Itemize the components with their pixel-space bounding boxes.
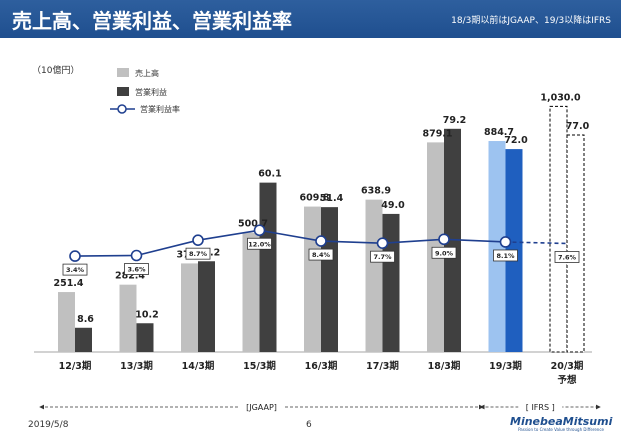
sales-value-label: 609.8 — [299, 193, 329, 204]
margin-point — [376, 237, 389, 249]
margin-point — [315, 235, 327, 247]
margin-label-box — [370, 250, 395, 263]
margin-value-label: 8.4% — [312, 251, 331, 259]
margin-line — [74, 229, 506, 257]
operating-income-bar — [136, 323, 154, 352]
operating-income-value-label: 79.2 — [443, 115, 466, 126]
operating-income-bar — [566, 134, 585, 353]
category-label: 19/3期 — [489, 360, 522, 372]
legend-swatch-operating-income — [117, 87, 129, 96]
period-label: [JGAAP] — [246, 403, 277, 412]
margin-label-box — [124, 263, 149, 275]
sales-value-label: 879.1 — [422, 128, 452, 139]
sales-bar — [58, 292, 75, 352]
operating-income-bar — [259, 182, 277, 352]
legend-label-sales: 売上高 — [135, 68, 159, 78]
company-logo-tagline: Passion to Create Value through Differen… — [518, 427, 604, 432]
operating-income-value-label: 72.0 — [504, 135, 528, 146]
margin-label-box — [554, 251, 580, 263]
sales-bar — [119, 284, 137, 352]
category-label: 15/3期 — [243, 360, 276, 372]
accounting-standard-note: 18/3期以前はJGAAP、19/3以降はIFRS — [451, 16, 611, 26]
legend-label-operating-income: 営業利益 — [135, 87, 167, 97]
period-label: [ IFRS ] — [526, 403, 555, 412]
sales-bar — [365, 199, 383, 352]
sales-value-label: 1,030.0 — [540, 92, 581, 103]
category-label: 16/3期 — [305, 360, 338, 372]
margin-point — [499, 236, 512, 248]
operating-income-bar — [321, 207, 338, 352]
period-label-bg — [518, 401, 563, 413]
company-logo-name: MinebeaMitsumi — [510, 415, 613, 428]
operating-income-value-label: 77.0 — [566, 121, 590, 132]
category-label: 14/3期 — [182, 360, 215, 372]
margin-point — [253, 224, 266, 237]
margin-point — [192, 234, 204, 246]
sales-value-label: 500.7 — [238, 219, 268, 230]
category-label: 13/3期 — [120, 360, 153, 372]
category-label: 17/3期 — [366, 360, 399, 372]
margin-label-box — [62, 263, 88, 276]
operating-income-bar — [75, 327, 92, 352]
legend-swatch-sales — [117, 68, 129, 77]
page-number: 6 — [306, 420, 312, 430]
sales-bar — [304, 206, 321, 352]
margin-value-label: 8.7% — [189, 250, 208, 258]
legend: 売上高 営業利益 営業利益率 — [110, 68, 180, 114]
period-label-bg — [239, 401, 284, 413]
sales-operating-income-chart: （10億円） 売上高 営業利益 営業利益率 251.4 8.6 282.4 10.2 3… — [32, 64, 601, 413]
margin-point — [69, 250, 81, 262]
page-title: 売上高、営業利益、営業利益率 — [12, 9, 292, 33]
margin-point — [130, 249, 143, 262]
operating-income-bar — [198, 261, 215, 352]
margin-forecast-line — [505, 241, 568, 245]
margin-label-box — [308, 248, 334, 261]
operating-income-value-label: 60.1 — [258, 169, 281, 180]
sales-bar — [488, 141, 506, 352]
margin-value-label: 8.1% — [496, 252, 515, 260]
category-label: 12/3期 — [59, 360, 92, 372]
unit-label: （10億円） — [32, 64, 79, 76]
operating-income-value-label: 8.6 — [77, 314, 94, 325]
sales-value-label: 884.7 — [484, 127, 514, 138]
sales-bar — [242, 232, 260, 352]
footer-date: 2019/5/8 — [28, 420, 69, 430]
operating-income-value-label: 10.2 — [135, 309, 158, 320]
margin-value-label: 12.0% — [248, 240, 271, 248]
margin-value-label: 7.6% — [558, 253, 577, 261]
title-bar: 売上高、営業利益、営業利益率 18/3期以前はJGAAP、19/3以降はIFRS — [0, 0, 621, 38]
sales-value-label: 282.4 — [115, 271, 145, 282]
margin-label-box — [185, 247, 211, 260]
operating-income-value-label: 51.4 — [320, 193, 344, 204]
legend-label-margin: 営業利益率 — [140, 104, 180, 114]
margin-label-box — [247, 237, 272, 250]
margin-label-box — [493, 249, 518, 262]
margin-point — [438, 233, 450, 246]
company-logo: MinebeaMitsumi Passion to Create Value t… — [510, 415, 613, 433]
category-label: 18/3期 — [428, 360, 461, 372]
margin-value-label: 9.0% — [435, 249, 454, 257]
sales-value-label: 251.4 — [53, 278, 83, 289]
operating-income-value-label: 49.0 — [381, 200, 405, 211]
sales-bar — [181, 263, 198, 352]
legend-swatch-margin-marker — [117, 104, 127, 114]
forecast-label: 予想 — [557, 374, 577, 386]
margin-label-box — [431, 246, 457, 259]
sales-value-label: 638.9 — [361, 186, 391, 197]
operating-income-bar — [382, 213, 400, 352]
category-label: 20/3期 — [551, 360, 584, 372]
sales-bar — [549, 105, 568, 353]
margin-value-label: 3.4% — [66, 266, 85, 274]
margin-value-label: 7.7% — [373, 253, 392, 261]
margin-value-label: 3.6% — [127, 266, 146, 274]
